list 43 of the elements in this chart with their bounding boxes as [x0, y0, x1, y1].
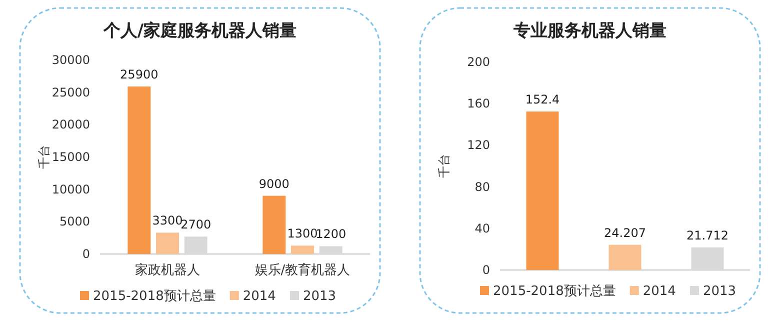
- data-label: 1200: [316, 227, 346, 242]
- y-axis-title: 千台: [37, 145, 51, 169]
- y-tick-label: 30000: [52, 53, 90, 67]
- legend-label: 2014: [242, 289, 276, 304]
- data-label: 21.712: [686, 228, 728, 242]
- y-tick-label: 160: [467, 96, 490, 111]
- bar: [291, 246, 314, 254]
- bar: [156, 232, 179, 254]
- y-tick-label: 10000: [52, 182, 90, 196]
- data-label: 1300: [287, 226, 318, 241]
- legend-label: 2015-2018预计总量: [93, 289, 216, 304]
- bar: [128, 86, 151, 254]
- y-tick-label: 80: [474, 180, 490, 194]
- data-label: 25900: [120, 68, 158, 82]
- data-label: 3300: [152, 214, 183, 228]
- y-tick-label: 5000: [59, 214, 90, 229]
- y-tick-label: 0: [482, 263, 490, 277]
- bar: [608, 244, 642, 270]
- bar: [262, 196, 286, 254]
- x-tick-label: 家政机器人: [135, 262, 200, 278]
- chart-title: 专业服务机器人销量: [512, 21, 666, 41]
- legend-label: 2013: [702, 284, 736, 299]
- y-axis-title: 千台: [437, 154, 451, 178]
- y-tick-label: 25000: [52, 85, 90, 100]
- data-label: 2700: [180, 218, 212, 232]
- bar: [319, 246, 342, 254]
- data-label: 9000: [258, 176, 290, 191]
- bar: [184, 236, 208, 254]
- y-tick-label: 15000: [52, 150, 90, 164]
- legend-label: 2015-2018预计总量: [493, 284, 616, 299]
- bar: [526, 112, 559, 270]
- data-label: 152.4: [525, 92, 560, 107]
- y-tick-label: 20000: [52, 118, 90, 132]
- x-tick-label: 娱乐/教育机器人: [254, 262, 350, 278]
- chart-title: 个人/家庭服务机器人销量: [102, 21, 297, 41]
- y-tick-label: 0: [82, 247, 90, 261]
- legend-label: 2013: [302, 289, 336, 304]
- y-tick-label: 120: [467, 138, 490, 152]
- y-tick-label: 200: [467, 55, 490, 69]
- legend-label: 2014: [642, 284, 676, 299]
- bar: [691, 247, 724, 270]
- y-tick-label: 40: [474, 221, 490, 236]
- data-label: 24.207: [604, 226, 646, 240]
